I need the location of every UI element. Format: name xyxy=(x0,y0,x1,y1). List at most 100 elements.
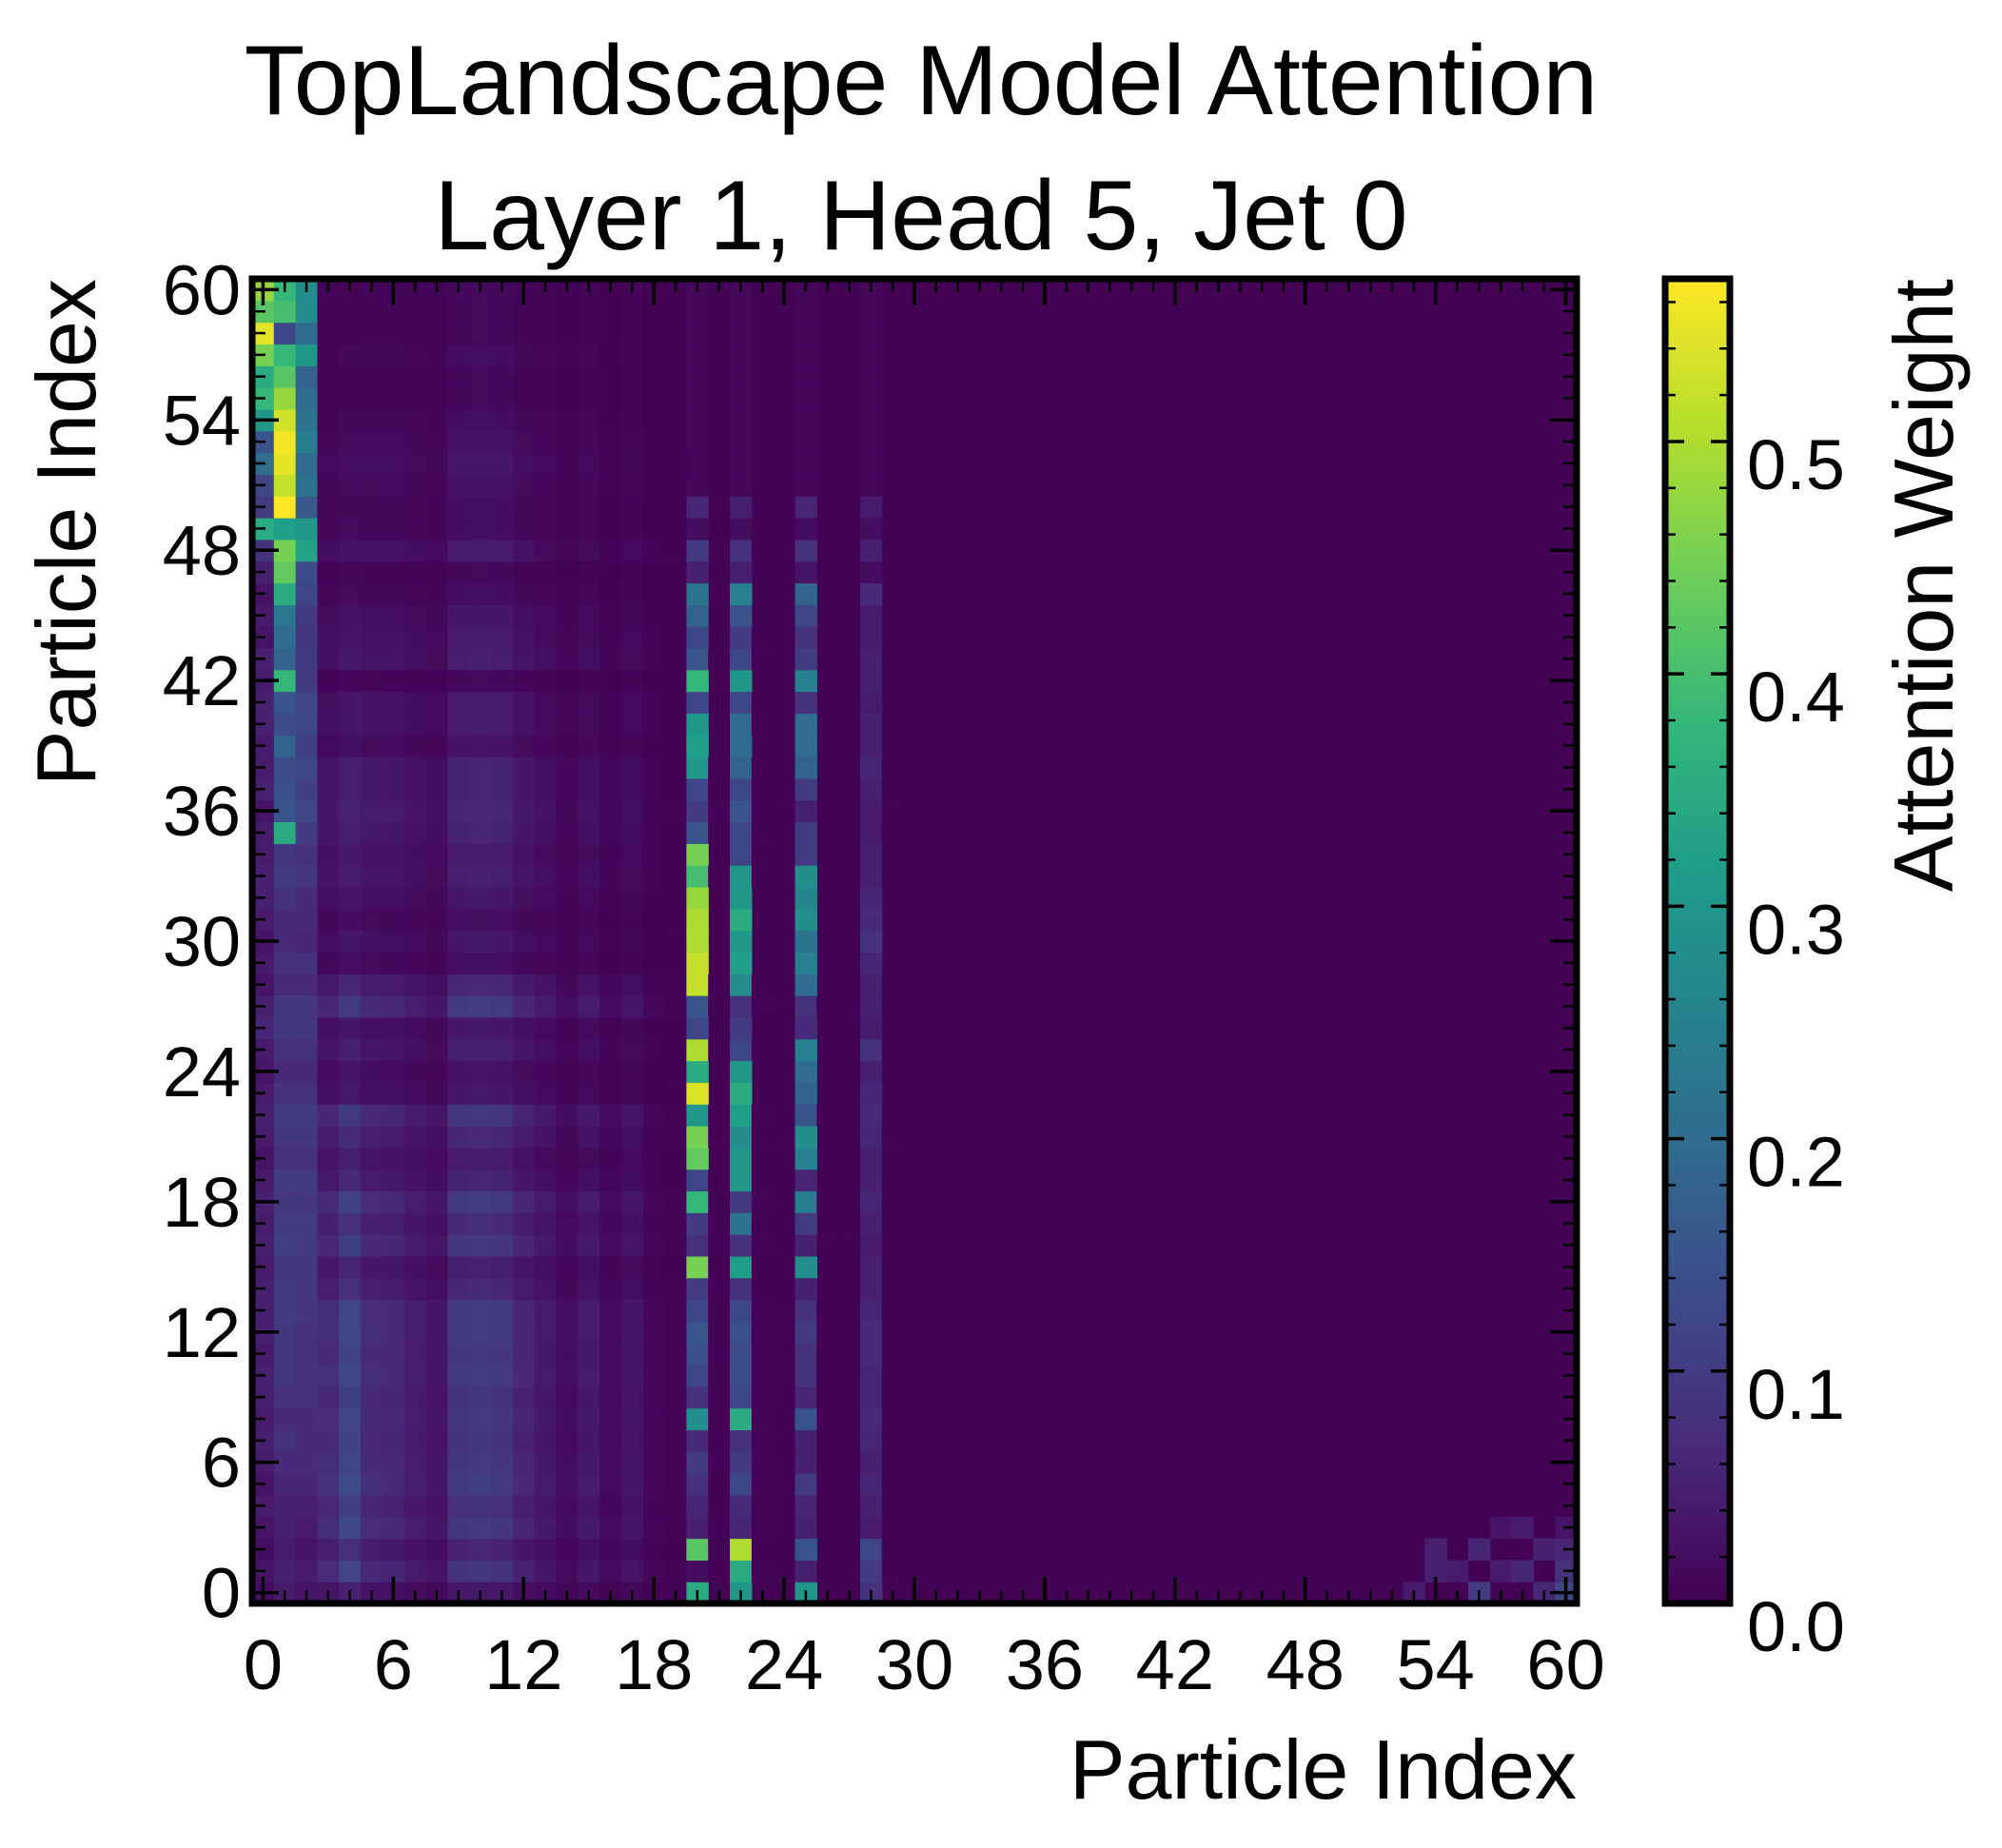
heatmap-cell xyxy=(859,1147,883,1170)
heatmap-cell xyxy=(447,1538,470,1561)
heatmap-cell xyxy=(273,995,297,1018)
heatmap-cell xyxy=(859,886,883,910)
heatmap-cell xyxy=(599,647,622,671)
heatmap-cell xyxy=(751,1538,775,1561)
heatmap-cell xyxy=(491,1255,514,1279)
heatmap-cell xyxy=(534,1494,558,1518)
heatmap-cell xyxy=(599,1277,622,1301)
heatmap-cell xyxy=(859,1212,883,1235)
heatmap-cell xyxy=(859,1451,883,1474)
heatmap-cell xyxy=(620,952,644,974)
heatmap-cell xyxy=(859,560,883,584)
heatmap-cell xyxy=(361,1321,383,1344)
heatmap-cell xyxy=(512,1169,536,1192)
heatmap-cell xyxy=(447,1473,470,1496)
heatmap-cell xyxy=(361,843,383,866)
y-tick-label: 42 xyxy=(163,641,241,720)
heatmap-cell xyxy=(816,1494,839,1518)
heatmap-cell xyxy=(469,1016,492,1040)
heatmap-cell xyxy=(382,995,405,1018)
heatmap-cell xyxy=(339,1190,362,1213)
heatmap-cell xyxy=(620,757,644,779)
x-tick-label: 48 xyxy=(1266,1625,1344,1704)
heatmap-cell xyxy=(751,865,775,888)
heatmap-cell xyxy=(816,1429,839,1452)
heatmap-cell xyxy=(795,691,817,714)
heatmap-cell xyxy=(859,452,883,475)
heatmap-cell xyxy=(534,1212,558,1235)
heatmap-cell xyxy=(361,1429,383,1452)
heatmap-cell xyxy=(599,1321,622,1344)
heatmap-cell xyxy=(534,365,558,388)
heatmap-cell xyxy=(708,1234,731,1257)
heatmap-cell xyxy=(382,539,405,562)
heatmap-cell xyxy=(491,1082,514,1105)
heatmap-cell xyxy=(295,365,319,388)
heatmap-cell xyxy=(339,995,362,1018)
heatmap-cell xyxy=(534,626,558,649)
heatmap-cell xyxy=(708,821,731,844)
heatmap-cell xyxy=(773,1516,796,1540)
heatmap-cell xyxy=(686,626,709,649)
heatmap-cell xyxy=(317,735,340,757)
heatmap-cell xyxy=(339,669,362,693)
heatmap-cell xyxy=(447,1321,470,1344)
heatmap-cell xyxy=(403,995,427,1018)
heatmap-cell xyxy=(664,1255,687,1279)
heatmap-cell xyxy=(534,995,558,1018)
heatmap-cell xyxy=(751,973,775,996)
heatmap-cell xyxy=(491,582,514,605)
heatmap-cell xyxy=(686,1429,709,1452)
heatmap-cell xyxy=(273,1407,297,1431)
heatmap-cell xyxy=(425,1429,448,1452)
heatmap-cell xyxy=(273,430,297,454)
heatmap-cell xyxy=(578,1104,600,1127)
heatmap-cell xyxy=(361,604,383,627)
heatmap-cell xyxy=(295,1386,319,1409)
heatmap-cell xyxy=(273,1147,297,1170)
heatmap-cell xyxy=(881,865,905,888)
heatmap-cell xyxy=(469,452,492,475)
heatmap-cell xyxy=(795,539,817,562)
heatmap-cell xyxy=(686,496,709,519)
heatmap-cell xyxy=(578,843,600,866)
heatmap-cell xyxy=(361,408,383,432)
heatmap-cell xyxy=(425,713,448,736)
heatmap-cell xyxy=(382,604,405,627)
heatmap-cell xyxy=(273,757,297,779)
heatmap-cell xyxy=(795,799,817,823)
heatmap-cell xyxy=(730,1190,753,1213)
heatmap-cell xyxy=(664,1016,687,1040)
y-tick-label: 24 xyxy=(163,1032,241,1111)
heatmap-cell xyxy=(686,1321,709,1344)
heatmap-cell xyxy=(403,908,427,932)
heatmap-cell xyxy=(838,1560,861,1583)
heatmap-cell xyxy=(664,1494,687,1518)
heatmap-cell xyxy=(620,1560,644,1583)
heatmap-cell xyxy=(425,952,448,974)
heatmap-cell xyxy=(773,1451,796,1474)
heatmap-cell xyxy=(664,973,687,996)
heatmap-cell xyxy=(447,322,470,345)
heatmap-cell xyxy=(730,908,753,932)
heatmap-cell xyxy=(642,713,666,736)
heatmap-cell xyxy=(534,1234,558,1257)
heatmap-cell xyxy=(317,1560,340,1583)
heatmap-cell xyxy=(447,865,470,888)
heatmap-cell xyxy=(512,322,536,345)
heatmap-cell xyxy=(859,973,883,996)
heatmap-cell xyxy=(425,300,448,324)
heatmap-cell xyxy=(881,1299,905,1322)
heatmap-cell xyxy=(708,1038,731,1062)
heatmap-cell xyxy=(599,1516,622,1540)
heatmap-cell xyxy=(773,1321,796,1344)
heatmap-cell xyxy=(642,1560,666,1583)
heatmap-cell xyxy=(686,1451,709,1474)
heatmap-cell xyxy=(578,430,600,454)
heatmap-cell xyxy=(512,1104,536,1127)
heatmap-cell xyxy=(491,1386,514,1409)
heatmap-cell xyxy=(795,843,817,866)
heatmap-cell xyxy=(599,1473,622,1496)
heatmap-cell xyxy=(382,408,405,432)
heatmap-cell xyxy=(795,1451,817,1474)
